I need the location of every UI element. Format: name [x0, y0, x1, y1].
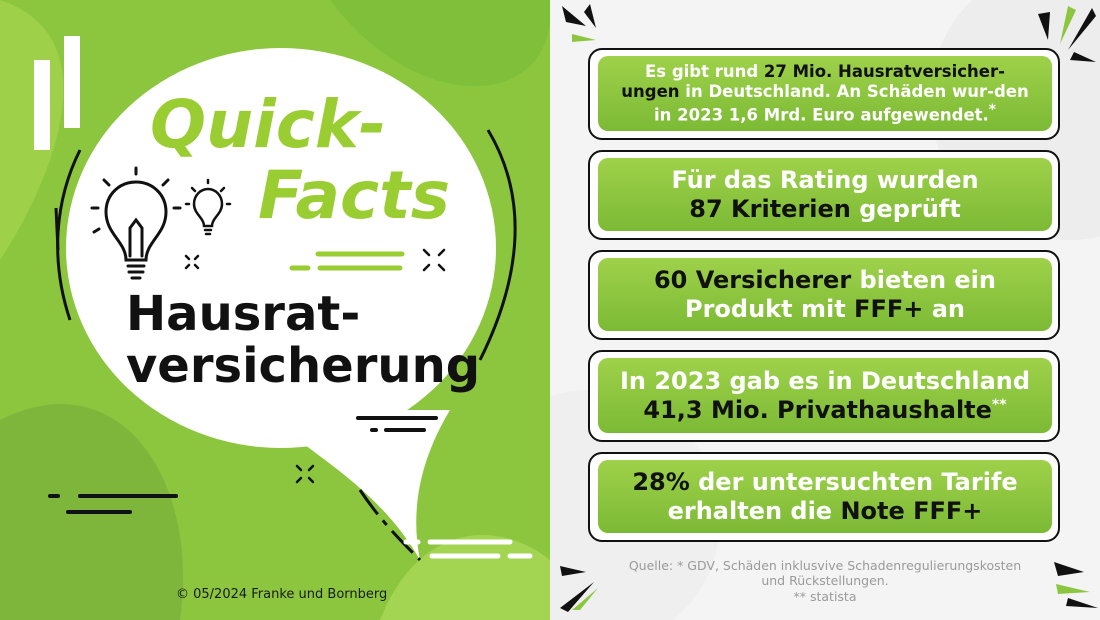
fact-text: bieten ein Produkt mit	[685, 265, 996, 323]
fact-text: geprüft	[859, 194, 961, 223]
title-quick: Quick-	[150, 86, 387, 163]
fact-highlight: 87 Kriterien	[689, 194, 851, 223]
fact-text: der untersuchten Tarife erhalten die	[667, 467, 1018, 525]
source-note: Quelle: * GDV, Schäden inklusvive Schade…	[600, 558, 1050, 604]
footnote-marker: **	[991, 396, 1007, 413]
corner-burst-bottom-left	[560, 566, 598, 612]
dark-dash-lines	[48, 416, 438, 514]
fact-card-4: In 2023 gab es in Deutschland 41,3 Mio. P…	[588, 350, 1060, 442]
fact-highlight: 60 Versicherer	[653, 265, 852, 294]
corner-burst-top-left	[562, 4, 596, 42]
speech-bubble	[66, 48, 496, 448]
small-lightbulb-icon	[184, 178, 232, 236]
sparkle-icons	[184, 248, 446, 484]
footnote-marker: *	[988, 101, 996, 118]
corner-burst-top-right	[1038, 6, 1096, 62]
fact-highlight: ungen	[621, 81, 680, 101]
title-facts: Facts	[258, 157, 451, 234]
fact-highlight: 41,3 Mio. Privathaushalte	[643, 395, 992, 424]
copyright: © 05/2024 Franke und Bornberg	[176, 587, 388, 602]
fact-card-5: 28% der untersuchten Tarife erhalten die…	[588, 452, 1060, 542]
fact-text: In 2023 gab es in Deutschland	[619, 366, 1031, 395]
fact-text: Für das Rating wurden	[671, 165, 979, 194]
green-dash-lines	[289, 251, 405, 271]
fact-card-2: Für das Rating wurden 87 Kriterien geprüf…	[588, 150, 1060, 240]
fact-card-5-text: 28% der untersuchten Tarife erhalten die…	[598, 460, 1052, 533]
source-line: ** statista	[793, 588, 857, 604]
fact-highlight: 28%	[632, 467, 690, 496]
fact-card-3-text: 60 Versicherer bieten ein Produkt mit FF…	[598, 258, 1052, 331]
fact-highlight: 27 Mio. Hausratversicher-	[763, 62, 1005, 82]
source-line: Quelle: * GDV, Schäden inklusvive Schade…	[628, 558, 1022, 573]
fact-card-3: 60 Versicherer bieten ein Produkt mit FF…	[588, 250, 1060, 340]
speech-bubble-tail	[260, 410, 450, 562]
source-line: und Rückstellungen.	[761, 573, 889, 589]
white-dash-lines	[403, 539, 533, 559]
left-panel: Quick- Facts Hausrat- versicherung	[0, 0, 550, 620]
fact-card-2-text: Für das Rating wurden 87 Kriterien geprüf…	[598, 158, 1052, 231]
subtitle-line1: Hausrat-	[126, 286, 361, 342]
subtitle-line2: versicherung	[126, 338, 481, 394]
fact-highlight: FFF+	[854, 294, 924, 323]
bubble-outline-strokes	[54, 129, 517, 361]
fact-card-1: Es gibt rund 27 Mio. Hausratversicher-un…	[588, 48, 1060, 140]
fact-card-1-text: Es gibt rund 27 Mio. Hausratversicher-un…	[598, 56, 1052, 131]
fact-card-4-text: In 2023 gab es in Deutschland 41,3 Mio. P…	[598, 358, 1052, 433]
fact-text: an	[931, 294, 965, 323]
fact-highlight: Note FFF+	[840, 496, 983, 525]
lightbulb-icon	[90, 166, 182, 280]
fact-text: Es gibt rund	[644, 62, 764, 82]
fact-text: in Deutschland. An Schäden wur-den in 20…	[653, 81, 1029, 125]
corner-burst-bottom-right	[1054, 562, 1098, 608]
